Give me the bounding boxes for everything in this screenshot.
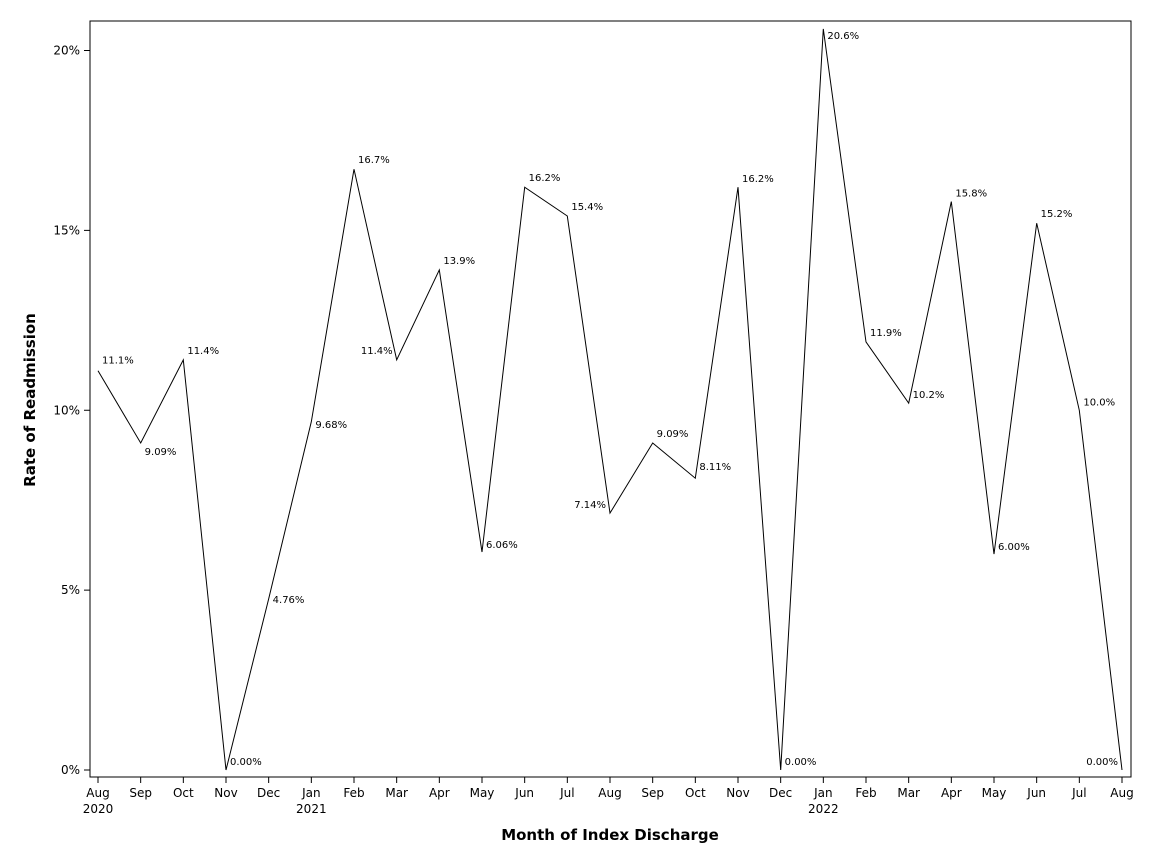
x-tick-label: Nov <box>726 786 749 800</box>
x-tick-label: Mar <box>385 786 408 800</box>
x-tick-label: Dec <box>769 786 792 800</box>
x-tick-label: Aug <box>1110 786 1133 800</box>
data-label: 15.8% <box>955 189 987 200</box>
y-axis-title: Rate of Readmission <box>21 313 39 487</box>
y-tick-label: 20% <box>53 44 80 58</box>
y-tick-label: 5% <box>61 583 80 597</box>
x-tick-label: Oct <box>173 786 194 800</box>
x-axis-title: Month of Index Discharge <box>501 826 719 844</box>
data-label: 13.9% <box>443 256 475 267</box>
x-tick-label: Jan <box>301 786 321 800</box>
data-label: 10.0% <box>1083 397 1115 408</box>
x-tick-label: Aug <box>598 786 621 800</box>
x-tick-label: Mar <box>897 786 920 800</box>
data-label: 0.00% <box>230 757 262 768</box>
x-tick-label: May <box>470 786 495 800</box>
x-tick-label: Jan <box>813 786 833 800</box>
x-tick-label: Jul <box>1071 786 1086 800</box>
y-tick-label: 10% <box>53 403 80 417</box>
x-tick-year-label: 2022 <box>808 802 839 816</box>
y-tick-label: 15% <box>53 223 80 237</box>
x-tick-label: Jun <box>1026 786 1046 800</box>
data-label: 8.11% <box>699 462 731 473</box>
data-label: 0.00% <box>785 757 817 768</box>
data-label: 16.2% <box>742 174 774 185</box>
data-label: 9.09% <box>657 429 689 440</box>
x-axis: Aug 2020 Sep Oct Nov Dec Jan 2021 Feb Mar Apr May Ju… <box>83 777 1134 816</box>
data-label: 11.1% <box>102 356 134 367</box>
data-label: 7.14% <box>574 500 606 511</box>
data-label: 16.7% <box>358 155 390 166</box>
data-label: 11.4% <box>187 346 219 357</box>
x-tick-label: May <box>982 786 1007 800</box>
data-label: 9.09% <box>145 447 177 458</box>
y-tick-label: 0% <box>61 763 80 777</box>
data-label: 9.68% <box>315 420 347 431</box>
x-tick-label: Aug <box>86 786 109 800</box>
x-tick-label: Jul <box>559 786 574 800</box>
x-tick-label: Sep <box>641 786 664 800</box>
x-tick-label: Feb <box>855 786 876 800</box>
data-label: 10.2% <box>913 390 945 401</box>
x-tick-label: Oct <box>685 786 706 800</box>
readmission-rate-line <box>97 28 1123 771</box>
data-label: 20.6% <box>827 31 859 42</box>
data-label: 6.06% <box>486 540 518 551</box>
data-label: 16.2% <box>529 173 561 184</box>
x-tick-label: Feb <box>343 786 364 800</box>
x-tick-label: Jun <box>514 786 534 800</box>
data-label: 4.76% <box>273 595 305 606</box>
data-label: 11.9% <box>870 328 902 339</box>
data-labels: 11.1% 9.09% 11.4% 0.00% 4.76% 9.68% 16.7% 11.4%… <box>102 31 1118 768</box>
data-label: 15.2% <box>1041 209 1073 220</box>
x-tick-label: Dec <box>257 786 280 800</box>
data-label: 15.4% <box>571 202 603 213</box>
x-tick-label: Nov <box>214 786 237 800</box>
data-label: 11.4% <box>361 346 393 357</box>
x-tick-year-label: 2020 <box>83 802 114 816</box>
x-tick-label: Sep <box>129 786 152 800</box>
data-label: 6.00% <box>998 542 1030 553</box>
x-tick-label: Apr <box>941 786 962 800</box>
y-axis: 0% 5% 10% 15% 20% <box>53 44 90 777</box>
x-tick-year-label: 2021 <box>296 802 327 816</box>
data-label: 0.00% <box>1086 757 1118 768</box>
x-tick-label: Apr <box>429 786 450 800</box>
